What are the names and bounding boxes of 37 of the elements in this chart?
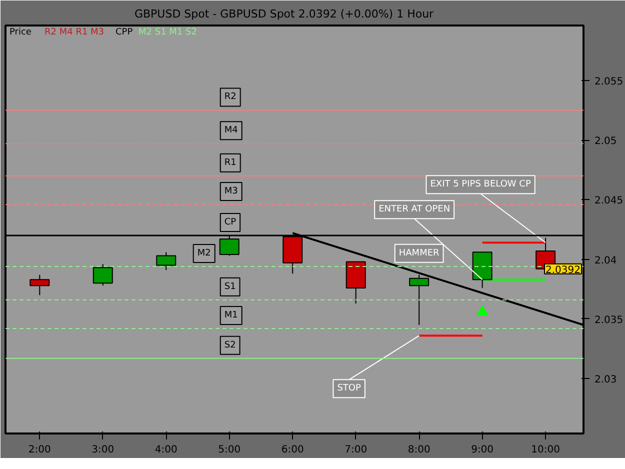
annotation: ENTER AT OPEN (378, 204, 450, 215)
candlestick (92, 264, 113, 286)
ref-line-label: R1 (224, 158, 236, 168)
candlestick (156, 252, 176, 271)
y-tick-label: 2.035 (594, 314, 624, 326)
ref-line-label: R2 (224, 92, 236, 102)
x-tick-label: 5:00 (218, 444, 241, 456)
x-tick-label: 8:00 (408, 444, 430, 456)
y-tick-label: 2.045 (594, 196, 624, 207)
chart-title: GBPUSD Spot - GBPUSD Spot 2.0392 (+0.00%) 1 Hour (134, 8, 434, 20)
ref-line-label: M3 (224, 186, 238, 196)
x-tick-label: 3:00 (92, 444, 114, 456)
ref-line-label: M2 (197, 248, 211, 258)
ref-line-label: CP (224, 217, 237, 228)
x-tick-label: 2:00 (28, 444, 51, 456)
annotation: EXIT 5 PIPS BELOW CP (430, 180, 532, 190)
annotation: STOP (337, 384, 362, 394)
y-tick-label: 2.055 (594, 76, 624, 88)
ref-line-label: M1 (224, 310, 238, 321)
annotation: R2 M4 R1 M3 (44, 28, 104, 38)
annotation: Price (10, 28, 32, 38)
x-tick-label: 7:00 (344, 444, 368, 456)
annotation: CPP (116, 28, 134, 38)
ref-line-label: M4 (224, 126, 238, 136)
ref-line-label: S1 (224, 282, 236, 292)
candlestick (30, 274, 50, 296)
x-tick-label: 4:00 (154, 444, 178, 456)
annotation: M2 S1 M1 S2 (138, 28, 197, 38)
ref-line-label: S2 (224, 340, 236, 350)
y-tick-label: 2.04 (594, 255, 617, 266)
x-tick-label: 10:00 (531, 444, 560, 456)
y-tick-label: 2.05 (594, 136, 617, 148)
annotation: 2.0392 (546, 264, 581, 276)
x-tick-label: 6:00 (281, 444, 304, 456)
x-tick-label: 9:00 (471, 444, 494, 456)
annotation: HAMMER (398, 248, 440, 258)
y-tick-label: 2.03 (594, 374, 617, 386)
